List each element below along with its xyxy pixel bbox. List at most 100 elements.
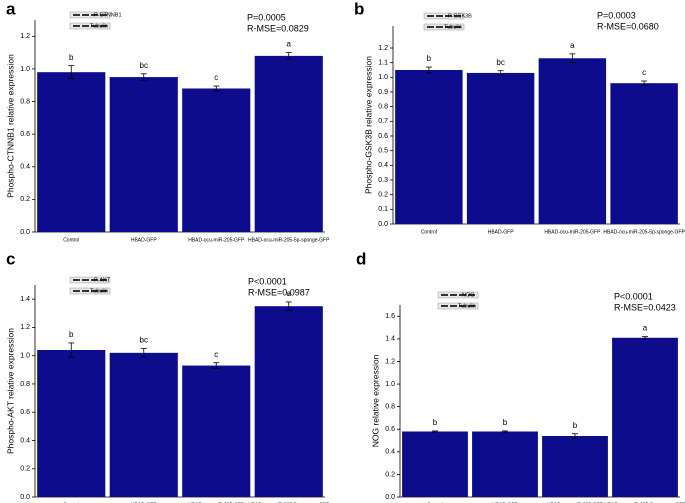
bar bbox=[402, 431, 468, 497]
blot-lane bbox=[445, 15, 452, 17]
blot-lane bbox=[436, 15, 443, 17]
bar bbox=[538, 58, 607, 225]
y-axis-label: Phospho-AKT relative expression bbox=[5, 328, 15, 454]
y-tick-label: 0.4 bbox=[385, 449, 395, 456]
y-tick-label: 1.0 bbox=[378, 74, 388, 81]
panel-label: a bbox=[6, 0, 16, 18]
blot-lane bbox=[91, 279, 98, 281]
bar bbox=[612, 337, 678, 497]
y-tick-label: 0.4 bbox=[20, 437, 30, 444]
blot-lane bbox=[454, 15, 461, 17]
blot-lane bbox=[73, 279, 80, 281]
significance-letter: b bbox=[427, 54, 432, 63]
significance-letter: b bbox=[69, 330, 74, 339]
annotation: P<0.0001 bbox=[248, 276, 287, 286]
y-tick-label: 0.3 bbox=[378, 177, 388, 184]
error-bar bbox=[569, 53, 576, 64]
blot-band bbox=[423, 23, 465, 31]
error-bar bbox=[285, 52, 292, 60]
blot-band bbox=[437, 291, 479, 299]
panel-label: b bbox=[354, 0, 364, 18]
blot-label: P-CTNNB1 bbox=[94, 12, 122, 18]
significance-letter: a bbox=[287, 40, 292, 49]
y-tick-label: 0.8 bbox=[385, 403, 395, 410]
error-bar bbox=[68, 342, 75, 358]
blot-lane bbox=[82, 25, 89, 27]
error-bar bbox=[641, 80, 648, 86]
annotation: R-MSE=0.0680 bbox=[597, 21, 659, 31]
y-tick-label: 1.0 bbox=[20, 66, 30, 73]
blot-lane bbox=[73, 25, 80, 27]
blot-lane bbox=[450, 294, 457, 296]
bar bbox=[254, 306, 323, 497]
y-tick-label: 0.6 bbox=[20, 131, 30, 138]
bar bbox=[109, 352, 178, 497]
blot-label: P-GSK3B bbox=[448, 13, 472, 19]
blot-lane bbox=[82, 290, 89, 292]
error-bar bbox=[432, 430, 438, 433]
blot-label: Tubulin bbox=[458, 303, 476, 309]
y-tick-label: 0.1 bbox=[378, 206, 388, 213]
error-bar bbox=[140, 73, 147, 81]
blot-lane bbox=[91, 25, 98, 27]
panel-label: d bbox=[356, 249, 366, 268]
annotation: R-MSE=0.0987 bbox=[248, 287, 310, 297]
bar bbox=[466, 72, 535, 224]
blot-label: NOG bbox=[462, 292, 475, 298]
y-tick-label: 0.2 bbox=[378, 192, 388, 199]
blot-lane bbox=[73, 290, 80, 292]
bar bbox=[610, 83, 678, 224]
y-tick-label: 0.8 bbox=[20, 381, 30, 388]
bar bbox=[254, 55, 323, 232]
y-tick-label: 1.1 bbox=[378, 60, 388, 67]
y-tick-label: 0.4 bbox=[20, 164, 30, 171]
blot-band bbox=[423, 12, 465, 20]
blot-lane bbox=[427, 26, 434, 28]
x-tick-label: HBAD-ocu-miR-205-5p-sponge-GFP bbox=[248, 237, 330, 243]
significance-letter: a bbox=[287, 289, 292, 298]
significance-letter: b bbox=[69, 53, 74, 62]
y-tick-label: 1.2 bbox=[378, 45, 388, 52]
significance-letter: bc bbox=[140, 61, 148, 70]
error-bar bbox=[642, 336, 648, 340]
blot-lane bbox=[459, 294, 466, 296]
bar bbox=[182, 365, 251, 497]
y-tick-label: 0.2 bbox=[20, 196, 30, 203]
annotation: P=0.0005 bbox=[247, 12, 286, 22]
y-tick-label: 0.6 bbox=[378, 133, 388, 140]
y-axis-label: Phospho-CTNNB1 relative expression bbox=[5, 54, 15, 198]
x-tick-label: HBAD-ocu-miR-205-GFP bbox=[544, 229, 601, 235]
significance-letter: b bbox=[503, 418, 508, 427]
bar bbox=[182, 88, 251, 232]
blot-lane bbox=[459, 305, 466, 307]
blot-lane bbox=[450, 305, 457, 307]
blot-lane bbox=[441, 294, 448, 296]
y-tick-label: 1.6 bbox=[385, 313, 395, 320]
blot-lane bbox=[100, 290, 107, 292]
significance-letter: c bbox=[214, 350, 218, 359]
blot-label: Tubulin bbox=[90, 23, 108, 29]
bar bbox=[109, 77, 178, 232]
blot-lane bbox=[100, 25, 107, 27]
blot-band bbox=[69, 11, 111, 19]
significance-letter: a bbox=[570, 41, 575, 50]
y-tick-label: 1.2 bbox=[385, 358, 395, 365]
blot-band bbox=[69, 287, 111, 295]
blot-lane bbox=[100, 279, 107, 281]
significance-letter: bc bbox=[496, 58, 504, 67]
error-bar bbox=[140, 348, 147, 358]
blot-lane bbox=[100, 14, 107, 16]
significance-letter: c bbox=[642, 68, 646, 77]
blot-lane bbox=[445, 26, 452, 28]
blot-lane bbox=[91, 14, 98, 16]
blot-lane bbox=[454, 26, 461, 28]
y-axis-label: Phospho-GSK3B relative expression bbox=[363, 56, 373, 194]
blot-label: Tubulin bbox=[90, 288, 108, 294]
y-tick-label: 0.0 bbox=[385, 494, 395, 501]
bar bbox=[395, 70, 463, 224]
x-tick-label: HBAD-GFP bbox=[131, 237, 158, 243]
blot-lane bbox=[82, 279, 89, 281]
blot-lane bbox=[468, 305, 475, 307]
bar bbox=[37, 350, 106, 497]
